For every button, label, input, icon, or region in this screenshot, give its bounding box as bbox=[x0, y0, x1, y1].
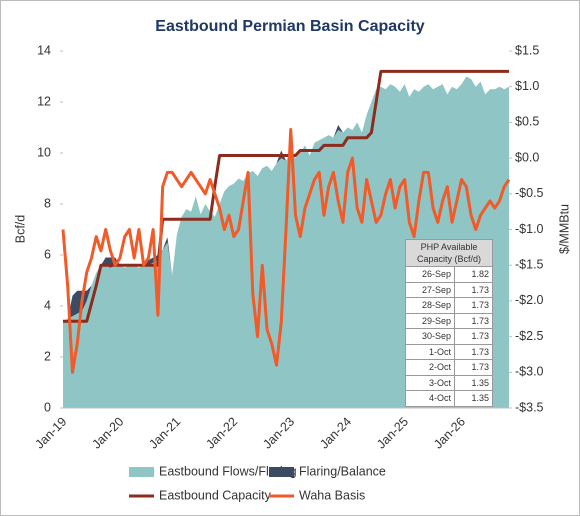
y-tick-label: 12 bbox=[37, 94, 51, 108]
legend-swatch bbox=[269, 467, 294, 477]
table-date: 30-Sep bbox=[405, 328, 455, 345]
x-tick-label: Jan-24 bbox=[317, 415, 354, 452]
y2-tick-label: -$0.5 bbox=[515, 186, 544, 200]
x-tick-label: Jan-25 bbox=[374, 415, 411, 452]
y-tick-label: 10 bbox=[37, 145, 51, 159]
table-date: 29-Sep bbox=[405, 312, 455, 329]
y2-tick-label: -$1.0 bbox=[515, 222, 544, 236]
legend-swatch bbox=[129, 467, 154, 477]
table-date: 27-Sep bbox=[405, 281, 455, 298]
table-date: 28-Sep bbox=[405, 297, 455, 314]
table-value: 1.73 bbox=[453, 297, 494, 314]
table-header-row: PHP Available Capacity (Bcf/d) bbox=[405, 239, 493, 267]
y-axis-label: Bcf/d bbox=[13, 215, 27, 244]
y2-tick-label: $0.5 bbox=[515, 115, 539, 129]
y2-tick-label: -$2.5 bbox=[515, 329, 544, 343]
table-date: 26-Sep bbox=[405, 266, 455, 283]
line bbox=[61, 128, 511, 374]
table-row: 29-Sep 1.73 bbox=[405, 312, 494, 329]
y-tick-label: 2 bbox=[44, 349, 51, 363]
table-value: 1.73 bbox=[453, 328, 494, 345]
y2-tick-label: $1.0 bbox=[515, 79, 539, 93]
table-date: 2-Oct bbox=[405, 359, 455, 376]
table-date: 1-Oct bbox=[405, 343, 455, 360]
table-row: 3-Oct 1.35 bbox=[405, 374, 494, 391]
y2-tick-label: -$2.0 bbox=[515, 293, 544, 307]
table-row: 27-Sep 1.73 bbox=[405, 281, 494, 298]
y-tick-label: 8 bbox=[44, 196, 51, 210]
line bbox=[63, 69, 509, 323]
legend-label: Eastbound Capacity bbox=[159, 488, 272, 502]
table-value: 1.35 bbox=[453, 374, 494, 391]
x-tick-label: Jan-21 bbox=[146, 415, 183, 452]
x-tick-label: Jan-26 bbox=[431, 415, 468, 452]
y-tick-label: 6 bbox=[44, 247, 51, 261]
y-tick-label: 0 bbox=[44, 400, 51, 414]
table-value: 1.35 bbox=[453, 390, 494, 407]
table-row: 26-Sep 1.82 bbox=[405, 266, 494, 283]
y2-tick-label: -$1.5 bbox=[515, 257, 544, 271]
y2-tick-label: -$3.0 bbox=[515, 365, 544, 379]
x-tick-label: Jan-22 bbox=[203, 415, 240, 452]
table-header: PHP Available Capacity (Bcf/d) bbox=[405, 239, 493, 267]
y2-tick-label: -$3.5 bbox=[515, 400, 544, 414]
y2-tick-label: $1.5 bbox=[515, 43, 539, 57]
capacity-table: PHP Available Capacity (Bcf/d) 26-Sep 1.8… bbox=[405, 239, 494, 407]
table-row: 2-Oct 1.73 bbox=[405, 359, 494, 376]
table-date: 4-Oct bbox=[405, 390, 455, 407]
y-tick-label: 4 bbox=[44, 298, 51, 312]
table-value: 1.73 bbox=[453, 281, 494, 298]
legend-label: Flaring/Balance bbox=[299, 464, 386, 478]
x-tick-label: Jan-20 bbox=[89, 415, 126, 452]
y2-tick-label: $0.0 bbox=[515, 150, 539, 164]
table-row: 28-Sep 1.73 bbox=[405, 297, 494, 314]
table-date: 3-Oct bbox=[405, 374, 455, 391]
y2-axis-label: $/MMBtu bbox=[557, 204, 571, 254]
chart-title: Eastbound Permian Basin Capacity bbox=[155, 18, 425, 35]
table-row: 30-Sep 1.73 bbox=[405, 328, 494, 345]
table-value: 1.73 bbox=[453, 312, 494, 329]
table-row: 1-Oct 1.73 bbox=[405, 343, 494, 360]
table-value: 1.73 bbox=[453, 343, 494, 360]
x-tick-label: Jan-23 bbox=[260, 415, 297, 452]
legend-label: Waha Basis bbox=[299, 488, 365, 502]
y-tick-label: 14 bbox=[37, 43, 51, 57]
table-value: 1.82 bbox=[453, 266, 494, 283]
legend-label: Eastbound Flows/Flaring bbox=[159, 464, 297, 478]
table-row: 4-Oct 1.35 bbox=[405, 390, 494, 407]
table-value: 1.73 bbox=[453, 359, 494, 376]
x-tick-label: Jan-19 bbox=[33, 415, 70, 452]
